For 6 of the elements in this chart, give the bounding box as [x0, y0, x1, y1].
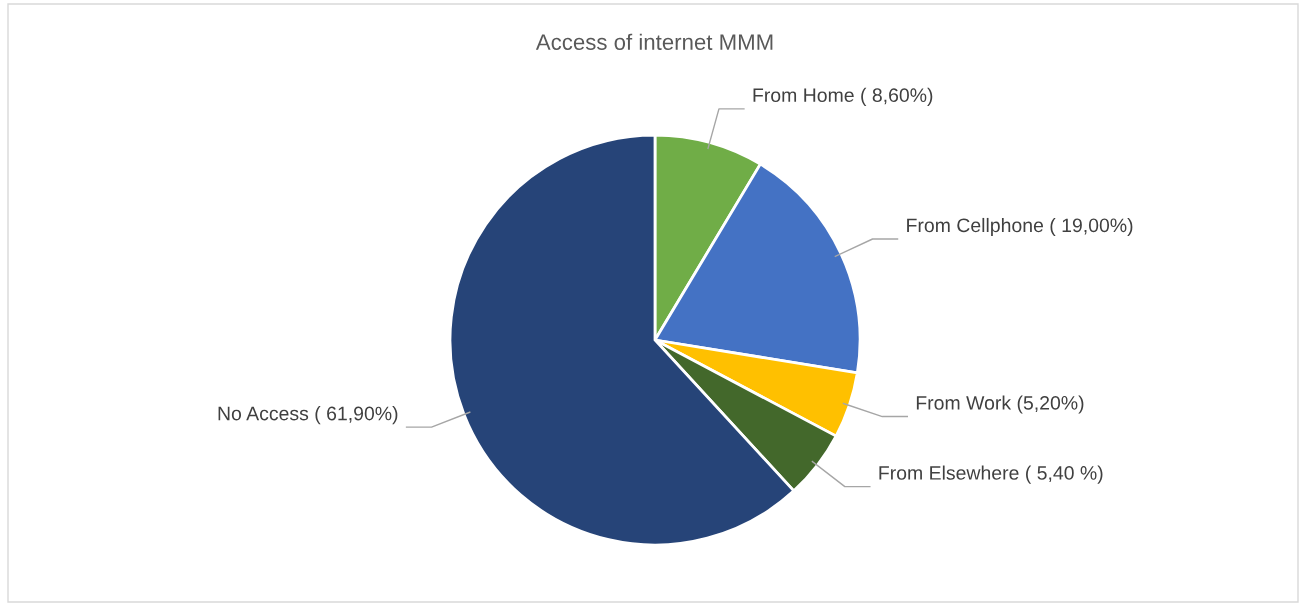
- slice-label: From Work (5,20%): [916, 395, 1084, 414]
- slice-label: From Elsewhere ( 5,40 %): [879, 465, 1103, 484]
- slice-label: No Access ( 61,90%): [218, 406, 398, 425]
- chart-title: Access of internet MMM: [535, 33, 773, 50]
- slice-label: From Home ( 8,60%): [753, 87, 933, 106]
- slice-label: From Cellphone ( 19,00%): [907, 217, 1133, 237]
